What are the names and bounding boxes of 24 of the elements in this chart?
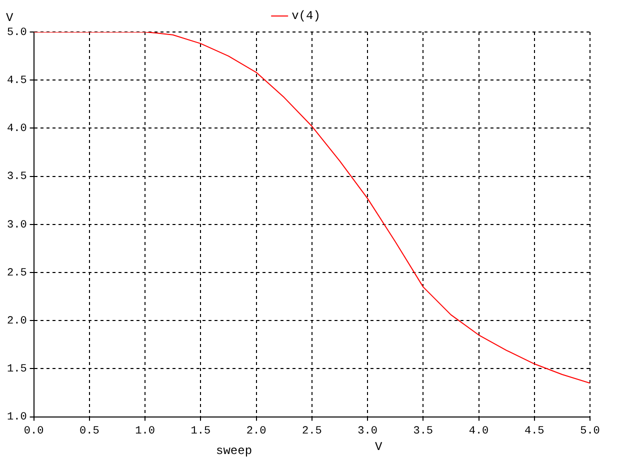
x-axis-title: sweep	[216, 444, 252, 458]
y-tick-label: 4.0	[6, 123, 27, 136]
y-tick-label: 3.5	[6, 171, 27, 184]
y-tick-label: 4.5	[6, 75, 27, 88]
x-tick-label: 4.5	[524, 425, 544, 438]
x-tick-label: 1.0	[135, 425, 155, 438]
y-tick-label: 5.0	[6, 26, 27, 39]
text: V	[375, 440, 384, 454]
x-tick-label: 0.0	[24, 425, 44, 438]
y-tick-label: 1.0	[6, 412, 27, 424]
x-tick-label: 1.5	[190, 425, 211, 438]
x-tick-label: 2.0	[246, 425, 266, 438]
x-tick-label: 3.5	[413, 425, 434, 438]
y-tick-label: 3.0	[6, 219, 27, 232]
x-tick-label: 3.0	[358, 425, 378, 438]
y-axis-title: V	[6, 11, 14, 26]
x-tick-label: 0.5	[80, 425, 100, 438]
legend-label: v(4)	[292, 9, 320, 24]
x-tick-label: 5.0	[580, 425, 600, 438]
y-tick-label: 2.0	[6, 316, 27, 328]
y-tick-label: 2.5	[6, 267, 27, 280]
x-tick-label: 4.0	[468, 425, 489, 438]
y-tick-label: 1.5	[6, 364, 27, 376]
x-tick-label: 2.5	[302, 425, 322, 438]
